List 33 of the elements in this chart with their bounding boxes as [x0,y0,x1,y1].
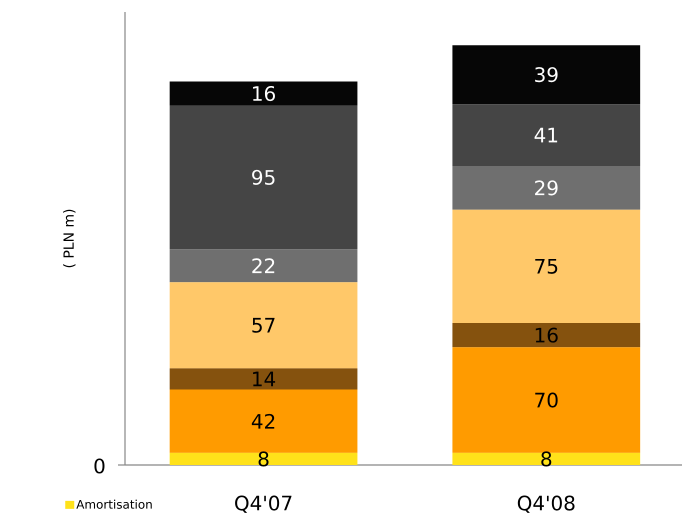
bar [452,210,640,324]
legend-label: Amortisation [76,500,152,509]
bar [170,81,358,106]
data-label: 16 [253,86,275,102]
data-label: 39 [535,67,558,82]
data-label: 95 [252,170,274,185]
bar [170,249,358,282]
data-label: 22 [252,258,274,274]
data-label: 8 [541,451,552,466]
bar [452,323,640,348]
bar [170,368,358,390]
bar [170,452,358,465]
bar [170,390,358,453]
data-label: 42 [252,414,274,429]
data-label: 14 [253,372,276,386]
data-label: 57 [252,318,275,333]
bar [452,104,640,166]
x-tick-label: Q4'08 [518,496,575,513]
bar [452,166,640,210]
text: 0 [94,458,104,474]
data-label: 41 [534,128,558,142]
bar [452,347,640,453]
bar [452,45,640,104]
data-label: 29 [535,180,558,196]
bar [170,282,358,368]
y-axis-title: ( PLN m) [63,210,76,268]
data-label: 8 [258,451,269,466]
data-label: 70 [535,392,558,408]
bar [452,452,640,465]
bar [170,106,358,250]
x-tick-label: Q4'07 [235,496,292,513]
data-label: 75 [535,259,558,274]
data-label: 16 [536,328,558,343]
